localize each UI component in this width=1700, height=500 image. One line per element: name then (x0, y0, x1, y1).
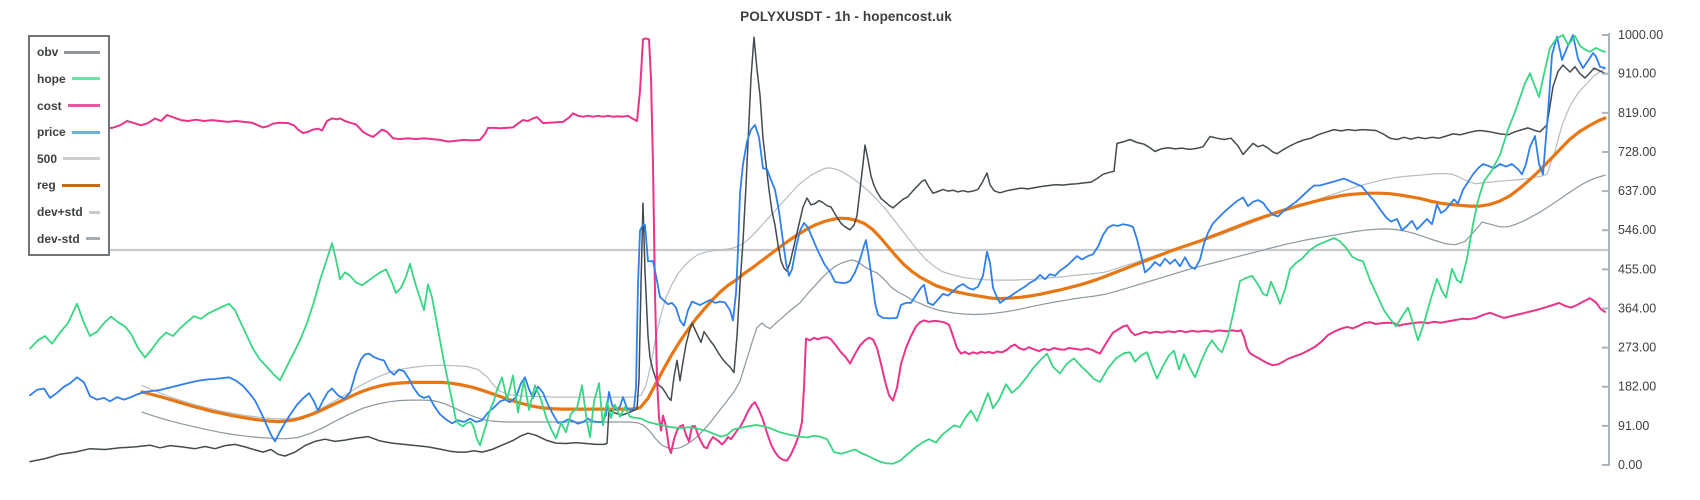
legend-box: obv hope cost price 500 reg dev+std dev-std (28, 35, 110, 256)
y-tick-label: 182.00 (1618, 380, 1656, 394)
legend-swatch-line (71, 77, 100, 81)
y-tick-label: 273.00 (1618, 341, 1656, 355)
y-tick-label: 910.00 (1618, 67, 1656, 81)
series-line-obv (29, 36, 1606, 463)
legend-item-hope: hope (37, 72, 100, 86)
series-line-dev+std (141, 67, 1606, 420)
legend-swatch-line (85, 237, 100, 241)
y-tick-label: 0.00 (1618, 458, 1642, 472)
y-tick-label: 728.00 (1618, 145, 1656, 159)
series-line-dev-std (141, 174, 1606, 450)
legend-swatch-line (67, 104, 100, 108)
legend-label: price (37, 125, 66, 140)
legend-swatch-line (71, 130, 100, 134)
legend-swatch-line (61, 183, 100, 187)
legend-label: reg (37, 178, 56, 193)
legend-item-500: 500 (37, 152, 100, 166)
y-tick-label: 455.00 (1618, 262, 1656, 276)
legend-label: dev-std (37, 231, 80, 246)
series-line-price (29, 34, 1606, 443)
legend-item-reg: reg (37, 178, 100, 192)
series-line-reg (140, 116, 1607, 424)
y-tick-label: 364.00 (1618, 301, 1656, 315)
y-tick-label: 637.00 (1618, 184, 1656, 198)
legend-label: 500 (37, 151, 58, 166)
legend-swatch-line (64, 50, 100, 54)
y-tick-label: 819.00 (1618, 106, 1656, 120)
series-line-cost (103, 37, 1606, 462)
series-line-hope (29, 34, 1606, 465)
legend-item-dev+std: dev+std (37, 205, 100, 219)
legend-item-cost: cost (37, 99, 100, 113)
y-tick-label: 546.00 (1618, 223, 1656, 237)
y-tick-label: 1000.00 (1618, 28, 1663, 42)
legend-label: hope (37, 71, 66, 86)
y-tick-label: 91.00 (1618, 419, 1649, 433)
legend-label: dev+std (37, 205, 83, 220)
legend-item-obv: obv (37, 45, 100, 59)
legend-swatch-line (63, 157, 100, 161)
legend-label: cost (37, 98, 62, 113)
legend-swatch-line (88, 210, 100, 214)
legend-item-price: price (37, 125, 100, 139)
chart-title: POLYXUSDT - 1h - hopencost.uk (740, 9, 952, 24)
legend-label: obv (37, 45, 59, 60)
legend-item-dev-std: dev-std (37, 232, 100, 246)
